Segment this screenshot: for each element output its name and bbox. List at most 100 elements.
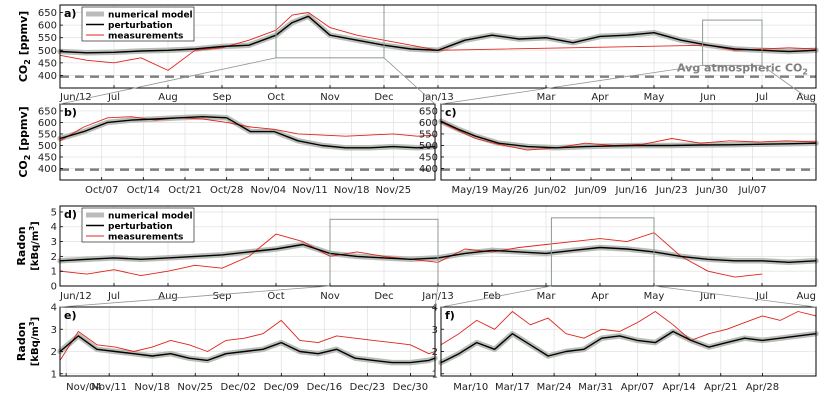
x-tick-label: Apr [591, 92, 609, 103]
legend-label: perturbation [108, 21, 173, 31]
x-tick-label: Jun/12 [59, 92, 92, 103]
y-tick-label: 3 [51, 237, 57, 248]
series-measurements [440, 311, 817, 346]
zoom-connector [440, 285, 552, 308]
x-tick-label: Jun/02 [534, 185, 567, 196]
x-tick-label: Nov/25 [177, 382, 213, 393]
x-tick-label: Jun [699, 92, 716, 103]
y-tick-label: 500 [38, 141, 57, 152]
x-tick-label: May [644, 291, 665, 302]
series-measurements [59, 319, 436, 361]
panel-label: b) [64, 106, 77, 119]
x-tick-label: Mar [537, 92, 557, 103]
x-tick-label: Aug [158, 92, 178, 103]
x-tick-label: Jun/30 [695, 185, 728, 196]
zoom-connector [653, 285, 817, 308]
x-tick-label: Dec/30 [393, 382, 428, 393]
y-tick-label: 0 [51, 282, 57, 293]
x-tick-label: Apr/21 [704, 382, 737, 393]
y-tick-label: 1 [432, 369, 438, 380]
x-tick-label: Sep [213, 291, 232, 302]
series-measurements [59, 116, 436, 142]
y-tick-label: 400 [38, 164, 57, 175]
x-tick-label: Apr [591, 291, 609, 302]
x-tick-label: Jan/13 [421, 92, 454, 103]
legend-label: measurements [108, 31, 183, 41]
zoom-connector [59, 285, 331, 308]
zoom-box-2 [702, 19, 763, 66]
y-tick-label: 4 [51, 222, 57, 233]
x-tick-label: Mar/24 [537, 382, 572, 393]
x-tick-label: Jun [699, 291, 716, 302]
y-tick-label: 450 [419, 152, 438, 163]
axes-frame [59, 306, 436, 377]
reference-line-label: Avg atmospheric CO2 [677, 62, 808, 77]
y-tick-label: 550 [38, 129, 57, 140]
x-tick-label: Aug [158, 291, 178, 302]
plot-area [60, 307, 435, 376]
x-tick-label: Nov [320, 92, 340, 103]
x-tick-label: Nov/04 [251, 185, 287, 196]
x-tick-label: Oct/14 [127, 185, 160, 196]
panel-d: 0 1 2 3 4 5 Jun/12 Jul Aug Sep Oct Nov Dec Jan/13 Feb M… [15, 205, 819, 302]
y-tick-label: 500 [419, 141, 438, 152]
series-perturbation [440, 120, 817, 149]
x-tick-label: Apr/28 [746, 382, 779, 393]
x-tick-label: Oct/07 [85, 185, 118, 196]
x-tick-label: Jun/09 [574, 185, 607, 196]
x-tick-label: Nov/04 [66, 382, 102, 393]
y-tick-label: 5 [51, 207, 57, 218]
y-tick-label: 4 [432, 303, 438, 314]
x-tick-label: Oct [267, 291, 284, 302]
x-tick-label: Nov/11 [91, 382, 127, 393]
x-tick-label: May/26 [492, 185, 529, 196]
x-tick-label: May/19 [451, 185, 488, 196]
series-perturbation [59, 15, 817, 54]
y-tick-label: 550 [38, 33, 57, 44]
x-tick-label: Nov [320, 291, 340, 302]
x-tick-label: Jul [755, 291, 768, 302]
x-tick-label: Jul/07 [737, 185, 766, 196]
x-tick-label: Nov/18 [334, 185, 370, 196]
y-tick-label: 550 [419, 129, 438, 140]
zoom-connector [434, 285, 439, 308]
zoom-connector [761, 65, 817, 105]
y-tick-label: 3 [432, 325, 438, 336]
y-axis-unit: [kBq/m3] [28, 317, 41, 367]
y-tick-label: 400 [419, 164, 438, 175]
x-tick-label: Oct/28 [210, 185, 243, 196]
y-axis-label: CO2 [ppmv] [17, 106, 32, 177]
x-tick-label: Mar/31 [578, 382, 613, 393]
x-tick-label: Nov/18 [134, 382, 170, 393]
legend-label: measurements [108, 232, 183, 242]
x-tick-label: Jul [755, 92, 768, 103]
panel-f: 1 2 3 4 Mar/10 Mar/17 Mar/24 Mar/31 Apr/07 Apr/14… [432, 303, 819, 393]
y-tick-label: 650 [38, 8, 57, 19]
y-tick-label: 500 [38, 46, 57, 57]
series-measurements [59, 12, 817, 71]
panel-label: e) [64, 309, 77, 322]
legend-label: numerical model [108, 10, 193, 20]
x-tick-label: Nov/25 [376, 185, 412, 196]
x-tick-label: Jan/13 [421, 291, 454, 302]
x-tick-label: Mar/10 [453, 382, 488, 393]
x-tick-label: Mar/17 [495, 382, 530, 393]
series-perturbation [59, 335, 436, 364]
x-tick-label: Jul [107, 291, 120, 302]
x-tick-label: Feb [483, 291, 501, 302]
x-tick-label: Jun/12 [59, 291, 92, 302]
y-tick-label: 600 [38, 118, 57, 129]
y-axis-label: Radon [15, 226, 28, 265]
x-tick-label: Jul [107, 92, 120, 103]
x-tick-label: Apr/07 [621, 382, 654, 393]
series-perturbation [59, 115, 436, 149]
y-tick-label: 2 [51, 252, 57, 263]
y-tick-label: 1 [51, 369, 57, 380]
x-tick-label: Nov/11 [292, 185, 328, 196]
